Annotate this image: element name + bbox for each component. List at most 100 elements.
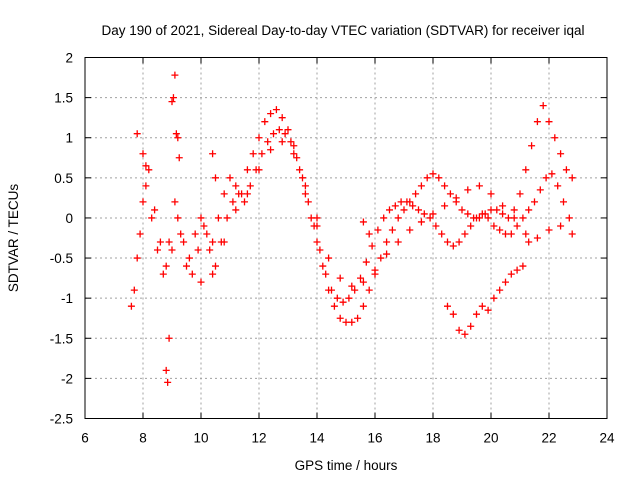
data-point [362,258,370,266]
series-track-c [197,138,576,290]
data-point [435,174,443,182]
data-point [348,282,356,290]
data-point [188,270,196,278]
data-point [551,134,559,142]
data-point [487,190,495,198]
data-point [377,254,385,262]
data-point [429,170,437,178]
data-point [209,238,217,246]
y-tick-label: 2 [65,51,73,66]
data-point [533,234,541,242]
plot-frame [84,57,608,419]
data-point [412,190,420,198]
data-point [322,270,330,278]
data-point [255,134,263,142]
data-point [464,210,472,218]
x-tick-label: 22 [541,431,556,446]
data-point [386,206,393,214]
data-point [359,278,367,286]
x-tick-label: 24 [599,431,615,446]
data-point [560,198,567,206]
data-point [232,182,240,190]
data-point [449,242,457,250]
data-point [130,286,138,294]
data-point [267,146,275,154]
data-point [316,246,324,254]
data-point [185,254,193,262]
data-point [531,198,538,206]
data-point [464,186,472,194]
x-tick-label: 20 [483,431,498,446]
data-point [420,210,428,218]
series-track-a [127,102,576,326]
data-point [301,182,309,190]
data-point [388,226,396,234]
data-point [175,154,183,162]
data-point [519,262,527,270]
data-point [496,226,504,234]
data-point [139,150,147,158]
data-point [554,182,562,190]
data-point [243,190,251,198]
data-point [168,246,176,254]
x-tick-label: 14 [309,431,325,446]
x-tick-label: 8 [139,431,147,446]
data-point [496,286,504,294]
data-point [142,162,150,170]
data-point [258,150,266,158]
x-tick-label: 18 [425,431,440,446]
data-point [264,138,272,146]
data-point [200,222,208,230]
data-point [365,230,373,238]
data-point [568,174,576,182]
data-point [168,98,176,106]
data-point [409,202,417,210]
data-point [275,126,283,134]
data-point [336,274,344,282]
data-point [502,278,509,286]
data-point [499,210,507,218]
data-point [467,322,475,330]
data-point [513,266,521,274]
data-point [516,190,524,198]
data-point [455,326,463,334]
data-point [351,286,359,294]
data-point [449,310,457,318]
y-axis-label: SDTVAR / TECUs [6,184,21,293]
y-tick-label: -1 [61,291,73,306]
data-point [278,114,286,122]
data-point [455,238,463,246]
data-points [127,71,576,386]
data-point [461,330,469,338]
data-point [525,206,533,214]
data-point [284,126,292,134]
data-point [290,142,298,150]
data-point [499,202,507,210]
data-point [243,166,251,174]
data-point [165,334,173,342]
data-point [438,230,446,238]
data-point [510,206,518,214]
data-point [383,250,391,258]
data-point [139,198,147,206]
data-point [272,106,280,114]
y-tick-label: 0.5 [54,171,73,186]
data-point [475,182,483,190]
data-point [206,246,214,254]
data-point [313,222,321,230]
data-point [339,298,347,306]
data-point [557,222,565,230]
data-point [444,238,451,246]
x-tick-label: 10 [193,431,208,446]
data-point [507,230,515,238]
data-point [197,214,205,222]
data-point [255,166,263,174]
data-point [441,182,449,190]
data-point [212,174,219,182]
data-point [171,198,179,206]
data-point [568,230,576,238]
data-point [133,254,141,262]
data-point [484,306,492,314]
data-point [429,210,437,218]
